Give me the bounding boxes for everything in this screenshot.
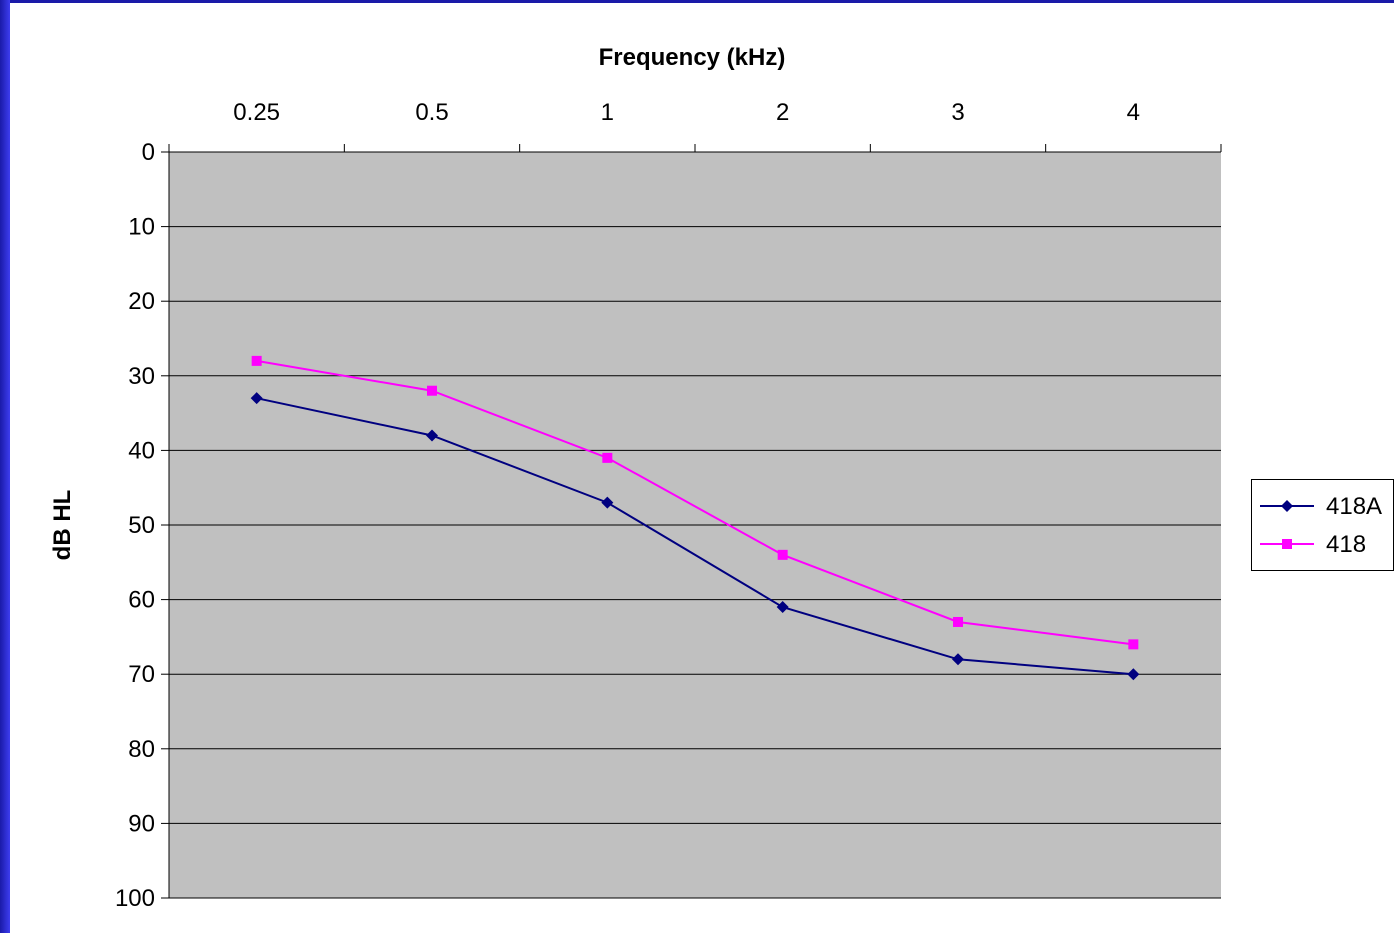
y-tick-label-100: 100 (115, 885, 155, 912)
data-point-418-0.5 (427, 385, 437, 396)
x-tick-label-3: 3 (951, 99, 964, 126)
audiogram-chart: 0.25 0.5 1 2 3 4 0 10 20 30 40 50 60 70 80 90 100 Frequ… (49, 44, 1222, 912)
y-tick-label-30: 30 (128, 363, 155, 390)
diamond-marker-icon (1260, 500, 1314, 512)
legend-item-418: 418 (1252, 529, 1394, 559)
legend-item-418a: 418A (1252, 491, 1394, 521)
y-tick-label-40: 40 (128, 437, 155, 464)
y-tick-label-90: 90 (128, 810, 155, 837)
chart-title: Frequency (kHz) (599, 44, 786, 71)
data-point-418-2 (777, 549, 788, 560)
legend-label-418a: 418A (1326, 493, 1383, 520)
x-tick-label-0.5: 0.5 (415, 99, 448, 126)
slide-top-border (0, 0, 1394, 3)
y-tick-label-50: 50 (128, 512, 155, 539)
data-point-418-3 (953, 616, 963, 627)
y-tick-label-0: 0 (142, 139, 155, 166)
y-tick-label-70: 70 (128, 661, 155, 688)
y-tick-labels: 0 10 20 30 40 50 60 70 80 90 100 (115, 139, 155, 912)
y-tick-label-80: 80 (128, 736, 155, 763)
y-tick-label-60: 60 (128, 587, 155, 614)
x-tick-label-4: 4 (1127, 99, 1140, 126)
y-tick-label-20: 20 (128, 288, 155, 315)
legend-label-418: 418 (1326, 531, 1367, 558)
series-line-418 (256, 359, 1134, 646)
data-point-418A-1 (601, 496, 614, 509)
x-tick-labels: 0.25 0.5 1 2 3 4 (233, 99, 1140, 126)
x-tick-label-2: 2 (776, 99, 789, 126)
axes (161, 144, 1222, 899)
data-point-418A-2 (776, 601, 789, 614)
x-tick-label-0.25: 0.25 (233, 99, 280, 126)
y-tick-label-10: 10 (128, 214, 155, 241)
x-tick-label-1: 1 (601, 99, 614, 126)
data-point-418A-4 (1127, 668, 1140, 681)
slide-left-border (0, 0, 10, 933)
data-point-418-4 (1128, 639, 1139, 650)
series-group (250, 355, 1140, 681)
y-axis-label: dB HL (49, 490, 76, 561)
data-point-418A-3 (952, 653, 964, 666)
data-point-418-1 (602, 452, 613, 463)
chart-area: 0.25 0.5 1 2 3 4 0 10 20 30 40 50 60 70 80 90 100 Frequ… (10, 3, 1394, 933)
series-line-418A (256, 397, 1134, 676)
data-point-418-0.25 (251, 355, 262, 366)
data-point-418A-0.25 (250, 392, 263, 405)
square-marker-icon (1260, 539, 1314, 549)
data-point-418A-0.5 (426, 429, 438, 442)
legend: 418A 418 (1251, 479, 1394, 571)
